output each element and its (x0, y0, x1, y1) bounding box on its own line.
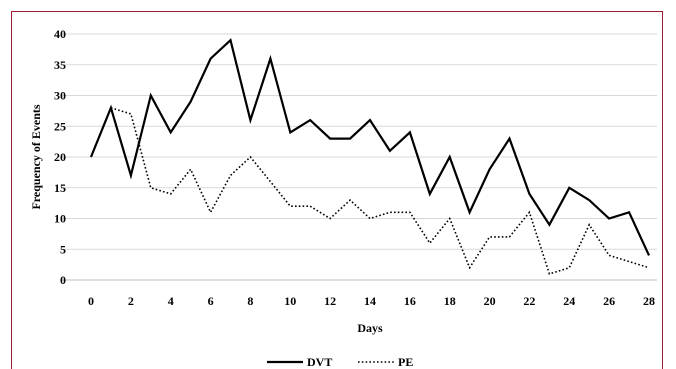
y-axis-title: Frequency of Events (29, 104, 43, 209)
y-tick-label: 35 (54, 58, 66, 72)
legend-label-pe: PE (398, 355, 413, 369)
x-tick-labels: 0 2 4 6 8 10 12 14 16 18 20 22 24 26 28 (88, 294, 655, 308)
legend: DVT PE (267, 355, 413, 369)
x-axis-title: Days (357, 321, 383, 335)
y-tick-labels: 0 5 10 15 20 25 30 35 40 (54, 27, 66, 287)
x-tick-label: 26 (603, 294, 615, 308)
grid-lines (62, 33, 657, 281)
y-tick-label: 15 (54, 181, 66, 195)
x-tick-label: 18 (444, 294, 456, 308)
series-line-pe (110, 107, 650, 275)
y-tick-label: 30 (54, 89, 66, 103)
series-line-dvt (89, 38, 650, 256)
x-tick-label: 28 (643, 294, 655, 308)
x-tick-label: 12 (324, 294, 336, 308)
y-tick-label: 20 (54, 150, 66, 164)
x-tick-label: 22 (523, 294, 535, 308)
y-tick-label: 0 (60, 273, 66, 287)
series-lines (89, 38, 650, 275)
x-tick-label: 8 (247, 294, 253, 308)
x-tick-label: 16 (404, 294, 416, 308)
x-tick-label: 0 (88, 294, 94, 308)
x-tick-label: 14 (364, 294, 376, 308)
x-tick-label: 4 (168, 294, 174, 308)
y-tick-label: 10 (54, 212, 66, 226)
x-tick-label: 6 (208, 294, 214, 308)
x-tick-label: 2 (128, 294, 134, 308)
chart-frame (11, 11, 663, 369)
legend-label-dvt: DVT (307, 355, 332, 369)
x-tick-label: 24 (563, 294, 575, 308)
y-tick-label: 25 (54, 119, 66, 133)
x-tick-label: 10 (284, 294, 296, 308)
y-tick-label: 5 (60, 242, 66, 256)
y-tick-label: 40 (54, 27, 66, 41)
x-tick-label: 20 (484, 294, 496, 308)
